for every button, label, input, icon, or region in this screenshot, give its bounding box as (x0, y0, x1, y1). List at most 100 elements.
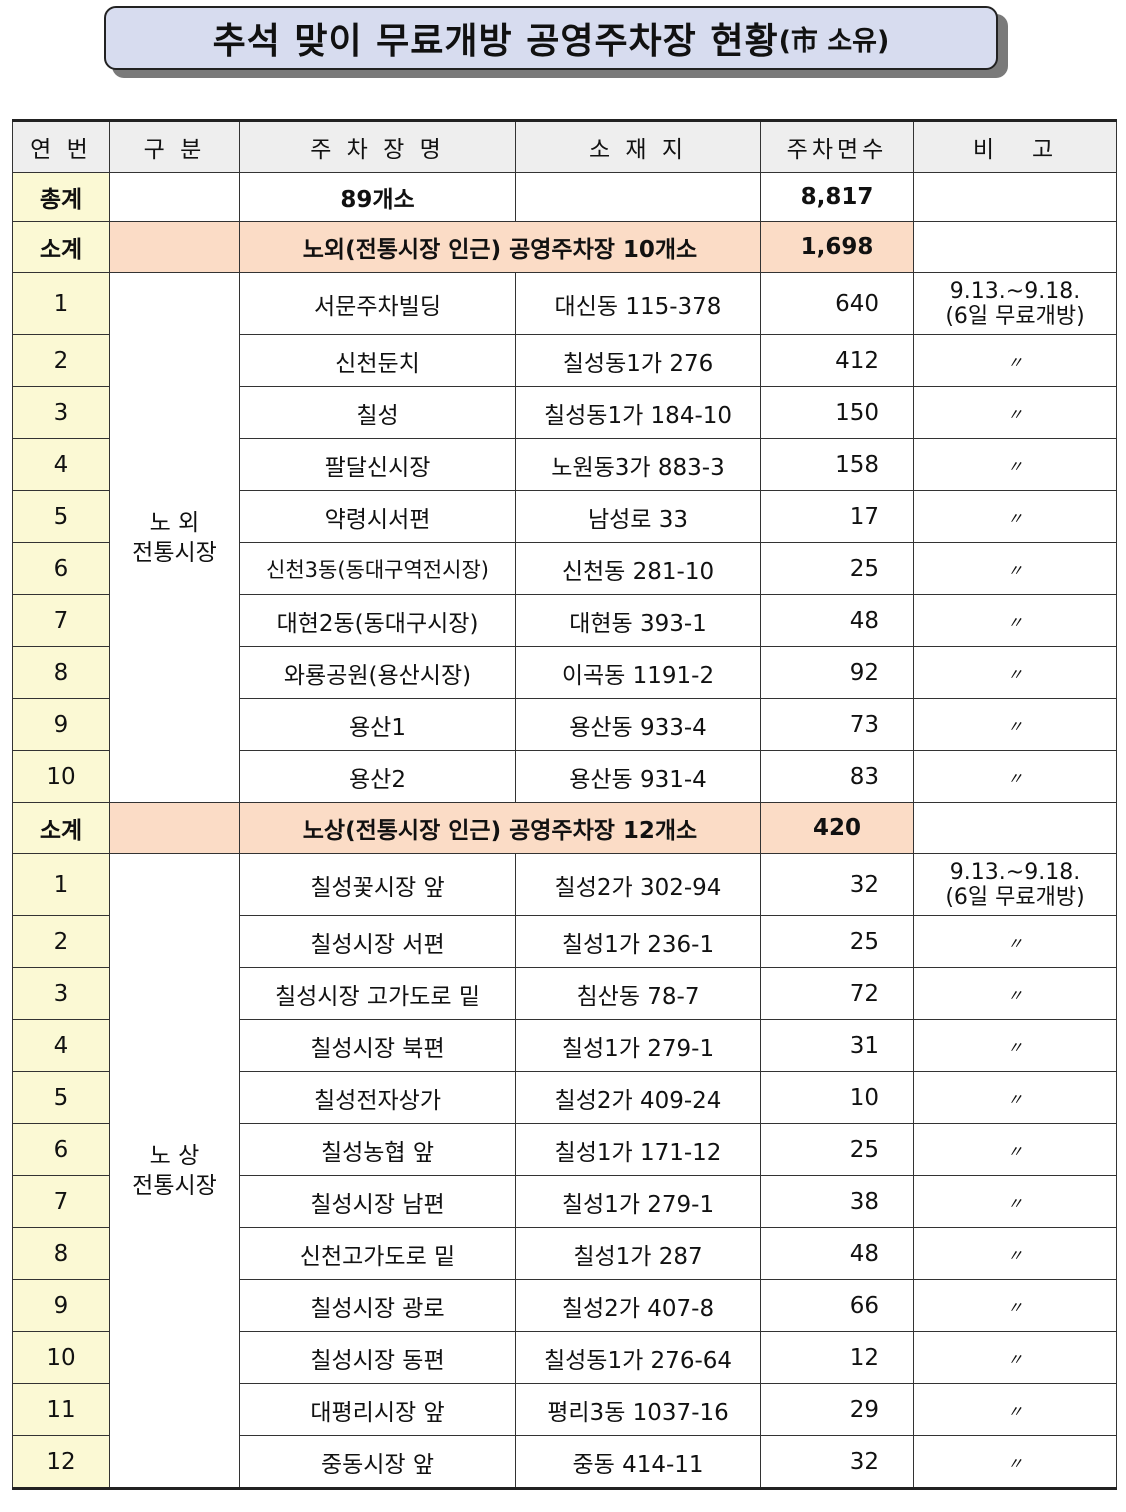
table-row: 3 칠성 칠성동1가 184-10 150 〃 (12, 386, 1117, 439)
table-row: 2 신천둔치 칠성동1가 276 412 〃 (12, 334, 1117, 387)
parking-address: 대현동 393-1 (515, 594, 761, 647)
ditto-mark: 〃 (913, 1227, 1117, 1280)
table-row: 8 와룡공원(용산시장) 이곡동 1191-2 92 〃 (12, 646, 1117, 699)
subtotal-label: 소계 (12, 802, 110, 854)
table-row: 8 신천고가도로 밑 칠성1가 287 48 〃 (12, 1227, 1117, 1280)
row-number: 1 (12, 272, 110, 335)
parking-name: 와룡공원(용산시장) (239, 646, 516, 699)
total-spaces: 8,817 (760, 172, 914, 222)
table-row: 4 칠성시장 북편 칠성1가 279-1 31 〃 (12, 1019, 1117, 1072)
row-number: 5 (12, 1071, 110, 1124)
ditto-mark: 〃 (913, 646, 1117, 699)
ditto-mark: 〃 (913, 967, 1117, 1020)
row-number: 10 (12, 750, 110, 803)
table-row: 9 용산1 용산동 933-4 73 〃 (12, 698, 1117, 751)
ditto-mark: 〃 (913, 698, 1117, 751)
parking-spaces: 25 (760, 915, 914, 968)
parking-spaces: 31 (760, 1019, 914, 1072)
table-row: 4 팔달신시장 노원동3가 883-3 158 〃 (12, 438, 1117, 491)
table-row: 9 칠성시장 광로 칠성2가 407-8 66 〃 (12, 1279, 1117, 1332)
total-row: 총계 89개소 8,817 (12, 172, 1117, 222)
table-row: 10 칠성시장 동편 칠성동1가 276-64 12 〃 (12, 1331, 1117, 1384)
total-count: 89개소 (239, 172, 516, 222)
parking-spaces: 73 (760, 698, 914, 751)
total-label: 총계 (12, 172, 110, 222)
subtotal-spaces: 1,698 (760, 221, 914, 273)
table-row: 2 칠성시장 서편 칠성1가 236-1 25 〃 (12, 915, 1117, 968)
subtotal-blank (109, 221, 240, 273)
parking-name: 서문주차빌딩 (239, 272, 516, 335)
category-line2: 전통시장 (132, 1172, 217, 1199)
category-line2: 전통시장 (132, 539, 217, 566)
parking-name: 칠성시장 남편 (239, 1175, 516, 1228)
parking-name: 신천3동(동대구역전시장) (239, 542, 516, 595)
parking-name: 신천고가도로 밑 (239, 1227, 516, 1280)
parking-spaces: 158 (760, 438, 914, 491)
parking-name: 칠성꽃시장 앞 (239, 853, 516, 916)
subtotal-blank (109, 802, 240, 854)
parking-address: 이곡동 1191-2 (515, 646, 761, 699)
parking-address: 칠성2가 302-94 (515, 853, 761, 916)
parking-spaces: 32 (760, 1435, 914, 1489)
row-number: 2 (12, 334, 110, 387)
parking-address: 칠성동1가 184-10 (515, 386, 761, 439)
parking-address: 대신동 115-378 (515, 272, 761, 335)
subtotal-row: 소계 노상(전통시장 인근) 공영주차장 12개소 420 (12, 802, 1117, 854)
subtotal-text: 노상(전통시장 인근) 공영주차장 12개소 (239, 802, 761, 854)
ditto-mark: 〃 (913, 1123, 1117, 1176)
ditto-mark: 〃 (913, 1019, 1117, 1072)
ditto-mark: 〃 (913, 438, 1117, 491)
note-detail: (6일 무료개방) (945, 884, 1085, 910)
ditto-mark: 〃 (913, 1331, 1117, 1384)
row-number: 4 (12, 438, 110, 491)
parking-name: 대평리시장 앞 (239, 1383, 516, 1436)
parking-name: 팔달신시장 (239, 438, 516, 491)
parking-spaces: 12 (760, 1331, 914, 1384)
parking-spaces: 66 (760, 1279, 914, 1332)
ditto-mark: 〃 (913, 490, 1117, 543)
subtotal-text: 노외(전통시장 인근) 공영주차장 10개소 (239, 221, 761, 273)
parking-address: 칠성2가 407-8 (515, 1279, 761, 1332)
parking-spaces: 48 (760, 594, 914, 647)
parking-address: 용산동 931-4 (515, 750, 761, 803)
parking-spaces: 17 (760, 490, 914, 543)
row-number: 4 (12, 1019, 110, 1072)
parking-name: 대현2동(동대구시장) (239, 594, 516, 647)
parking-address: 노원동3가 883-3 (515, 438, 761, 491)
header-address: 소 재 지 (515, 120, 761, 173)
ditto-mark: 〃 (913, 1383, 1117, 1436)
subtotal-note (913, 802, 1117, 854)
table-row: 12 중동시장 앞 중동 414-11 32 〃 (12, 1435, 1117, 1489)
row-number: 3 (12, 386, 110, 439)
row-number: 11 (12, 1383, 110, 1436)
table-row: 10 용산2 용산동 931-4 83 〃 (12, 750, 1117, 803)
row-number: 1 (12, 853, 110, 916)
parking-address: 칠성1가 279-1 (515, 1019, 761, 1072)
parking-spaces: 32 (760, 853, 914, 916)
note-detail: (6일 무료개방) (945, 303, 1085, 329)
parking-name: 중동시장 앞 (239, 1435, 516, 1489)
category-cell: 노 상 전통시장 (109, 853, 240, 1489)
parking-address: 남성로 33 (515, 490, 761, 543)
subtotal-spaces: 420 (760, 802, 914, 854)
row-number: 2 (12, 915, 110, 968)
row-number: 7 (12, 594, 110, 647)
parking-address: 중동 414-11 (515, 1435, 761, 1489)
parking-name: 용산2 (239, 750, 516, 803)
parking-address: 칠성1가 287 (515, 1227, 761, 1280)
parking-spaces: 72 (760, 967, 914, 1020)
parking-spaces: 10 (760, 1071, 914, 1124)
parking-name: 칠성시장 고가도로 밑 (239, 967, 516, 1020)
parking-spaces: 25 (760, 1123, 914, 1176)
category-line1: 노 외 (149, 509, 200, 536)
ditto-mark: 〃 (913, 594, 1117, 647)
parking-spaces: 92 (760, 646, 914, 699)
parking-spaces: 83 (760, 750, 914, 803)
header-row: 연 번 구 분 주 차 장 명 소 재 지 주차면수 비 고 (12, 120, 1117, 173)
row-number: 6 (12, 1123, 110, 1176)
subtotal-label: 소계 (12, 221, 110, 273)
header-spaces: 주차면수 (760, 120, 914, 173)
ditto-mark: 〃 (913, 386, 1117, 439)
table-row: 6 신천3동(동대구역전시장) 신천동 281-10 25 〃 (12, 542, 1117, 595)
